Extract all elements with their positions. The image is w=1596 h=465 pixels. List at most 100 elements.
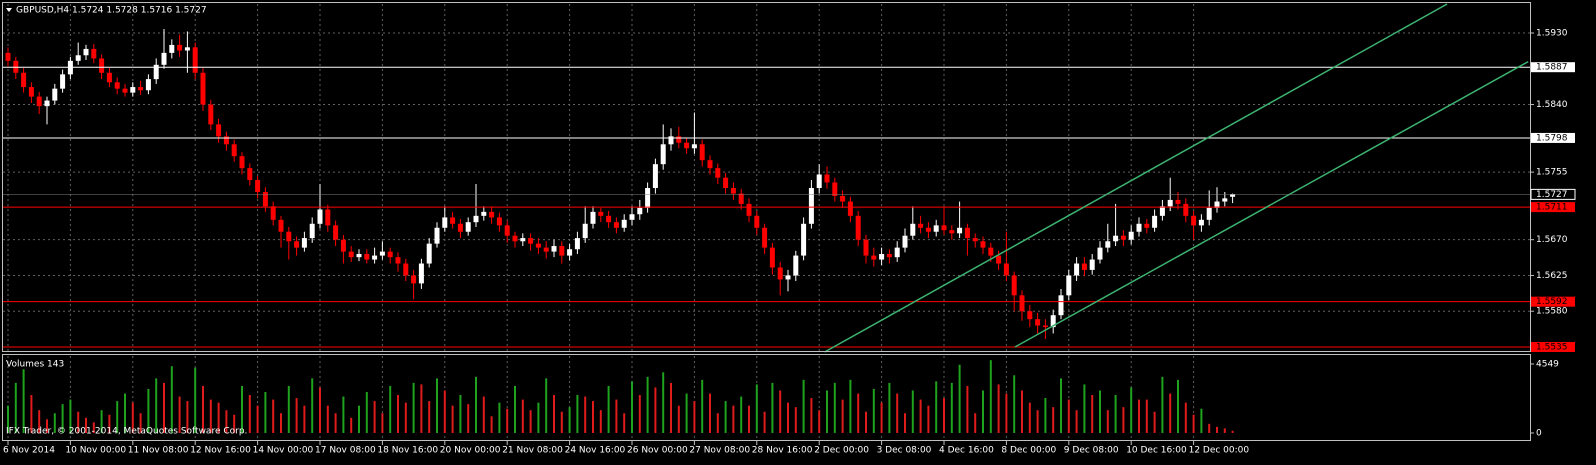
volume-bar — [342, 396, 345, 433]
volume-bar — [506, 408, 509, 433]
volume-bar — [139, 413, 142, 433]
candle-body — [855, 215, 861, 240]
candle-body — [816, 174, 822, 189]
volume-bar — [178, 396, 181, 433]
candle-body — [535, 243, 541, 248]
candle-body — [1081, 263, 1087, 270]
candle-body — [106, 72, 112, 83]
volume-bar — [358, 405, 360, 433]
x-tick-label: 3 Dec 08:00 — [877, 446, 932, 456]
volume-bar — [521, 399, 524, 433]
candle-body — [200, 72, 206, 105]
candle-body — [21, 72, 27, 88]
volume-bar — [1099, 390, 1101, 433]
volume-bar — [451, 405, 454, 433]
menu-arrow[interactable] — [6, 8, 12, 12]
volume-bar — [131, 402, 134, 433]
volume-bar — [755, 384, 758, 433]
x-tick-label: 14 Nov 00:00 — [253, 446, 314, 456]
candle-body — [192, 47, 198, 73]
candle-body — [114, 82, 120, 89]
candle-body — [286, 231, 292, 242]
volume-bar — [436, 378, 438, 433]
volume-bar — [818, 410, 821, 433]
trend-line — [824, 3, 1448, 353]
x-tick-label: 20 Nov 00:00 — [440, 446, 501, 456]
candle-body — [169, 44, 175, 53]
candle-body — [582, 223, 588, 239]
candle-body — [1152, 215, 1158, 228]
x-tick-label: 26 Nov 00:00 — [627, 446, 688, 456]
copyright: IFX Trader, © 2001-2014, MetaQuotes Soft… — [6, 427, 247, 437]
candle-body — [949, 230, 955, 234]
candle-body — [769, 247, 775, 268]
candle-body — [1019, 295, 1025, 312]
volume-bar — [22, 369, 25, 433]
candle-body — [988, 247, 994, 256]
candle-body — [754, 215, 760, 228]
volume-bar — [950, 382, 953, 433]
volume-tick-label: 0 — [1536, 428, 1542, 438]
volume-bar — [1106, 410, 1109, 433]
candle-body — [613, 222, 619, 228]
x-tick-label: 9 Dec 08:00 — [1064, 446, 1119, 456]
candle-body — [5, 52, 11, 61]
x-tick-label: 10 Dec 16:00 — [1126, 446, 1187, 456]
volume-bar — [1075, 410, 1078, 433]
candle-body — [418, 263, 424, 284]
volume-bar — [1184, 402, 1187, 433]
candle-body — [528, 238, 534, 244]
volume-bar — [170, 366, 173, 433]
candle-body — [699, 144, 705, 161]
candle-body — [309, 223, 315, 239]
x-tick-label: 27 Nov 08:00 — [689, 446, 750, 456]
volume-tick-label: 4549 — [1536, 359, 1559, 369]
candle-body — [637, 207, 643, 215]
volume-bar — [529, 410, 532, 433]
candle-body — [559, 246, 565, 256]
candle-body — [832, 182, 838, 196]
volume-bar — [849, 379, 852, 433]
candle-body — [138, 87, 144, 91]
candle-body — [910, 223, 916, 236]
candle-body — [1198, 219, 1204, 226]
x-tick-label: 8 Dec 00:00 — [1001, 446, 1056, 456]
volume-bar — [1223, 428, 1226, 433]
candle-body — [1011, 275, 1017, 296]
volume-bar — [155, 378, 158, 433]
candle-body — [1035, 319, 1041, 326]
volume-bar — [1052, 407, 1055, 433]
volume-bar — [599, 410, 602, 433]
candle-body — [551, 246, 557, 252]
volume-bar — [14, 382, 17, 433]
volume-bar — [92, 422, 95, 433]
volume-bar — [248, 395, 251, 433]
volume-bar — [1013, 375, 1016, 433]
volume-bar — [475, 376, 477, 433]
candle-body — [980, 241, 986, 248]
candle-body — [691, 144, 697, 149]
candle-body — [450, 217, 456, 224]
volume-title: Volumes 143 — [6, 360, 64, 370]
candle-body — [36, 96, 42, 107]
volume-bar — [311, 378, 314, 433]
candle-body — [847, 201, 853, 216]
candle-body — [621, 219, 627, 228]
y-tick-label: 1.5670 — [1536, 235, 1568, 245]
candle-body — [1144, 223, 1150, 228]
price-label-box — [1531, 296, 1575, 307]
volume-bar — [1161, 376, 1164, 433]
candle-body — [489, 211, 495, 218]
volume-bar — [233, 414, 236, 433]
volume-bar — [256, 405, 259, 433]
candle-body — [785, 275, 791, 280]
y-tick-label: 1.5755 — [1536, 168, 1568, 178]
candle-body — [457, 223, 463, 232]
candle-body — [294, 241, 300, 248]
candle-body — [676, 136, 682, 143]
volume-bar — [1177, 379, 1179, 433]
x-tick-label: 2 Dec 00:00 — [814, 446, 869, 456]
candle-body — [1230, 194, 1236, 197]
y-tick-label: 1.5625 — [1536, 271, 1568, 281]
